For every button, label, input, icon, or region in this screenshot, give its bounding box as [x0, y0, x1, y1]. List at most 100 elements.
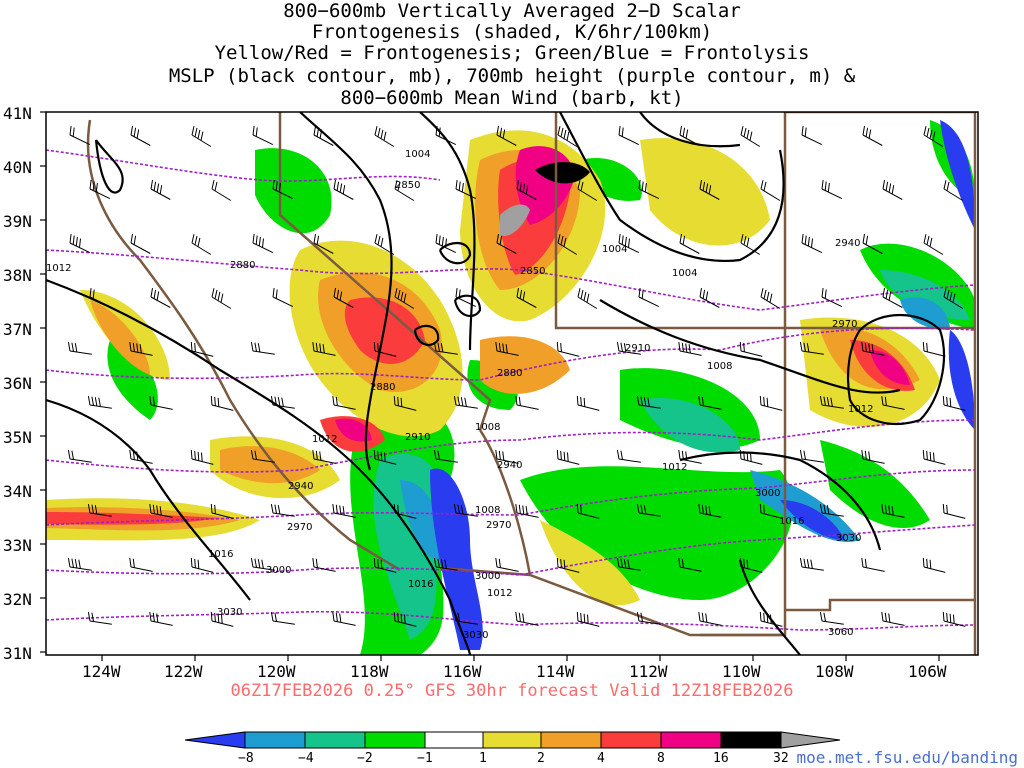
wind-barb: [332, 612, 356, 626]
wind-barb: [433, 342, 458, 355]
wind-barb: [393, 503, 417, 519]
wind-barb: [130, 126, 151, 146]
wind-barb: [394, 288, 415, 309]
wind-barb: [87, 612, 112, 625]
longitude-labels: 124W 122W 120W 118W 116W 114W 112W 110W …: [82, 662, 947, 681]
wind-barb: [455, 288, 477, 308]
wind-barb: [270, 396, 295, 409]
lon-label-106w: 106W: [908, 662, 947, 681]
wind-barb: [89, 288, 111, 308]
wind-barb: [942, 611, 966, 627]
wind-barb: [252, 126, 274, 146]
wind-barb: [373, 341, 397, 357]
height-label: 2940: [288, 481, 313, 492]
wind-barb: [679, 234, 700, 254]
wind-barb: [496, 126, 517, 146]
wind-barb: [312, 450, 336, 464]
wind-barb: [270, 504, 295, 517]
mslp-label: 1016: [779, 516, 804, 527]
wind-barb: [616, 450, 641, 463]
wind-barb: [333, 180, 354, 200]
wind-barb: [333, 288, 354, 308]
colorbar-segment: [660, 731, 722, 749]
colorbar-segment: [304, 731, 366, 749]
wind-barb: [862, 126, 883, 146]
wind-barb: [453, 396, 478, 409]
wind-barb: [923, 126, 944, 147]
colorbar-segment: [244, 731, 306, 749]
wind-barb: [881, 504, 905, 518]
wind-barb: [616, 342, 641, 355]
credit-link[interactable]: moe.met.fsu.edu/banding: [796, 748, 1018, 767]
colorbar: −8 −4 −2 −1 1 2 4 8 16 32: [184, 731, 841, 766]
wind-barb: [739, 557, 763, 573]
mslp-label: 1012: [312, 434, 337, 445]
lon-label-112w: 112W: [629, 662, 668, 681]
wind-barb: [455, 180, 477, 200]
wind-barb: [435, 126, 457, 146]
wind-barb: [678, 558, 702, 572]
height-label: 2910: [625, 343, 650, 354]
wind-barb: [799, 450, 824, 463]
wind-barb: [453, 612, 478, 625]
wind-barb: [922, 341, 946, 357]
wind-barb: [374, 234, 395, 255]
title-line-5: 800−600mb Mean Wind (barb, kt): [340, 87, 684, 109]
wind-barb: [312, 558, 336, 572]
lat-label-38n: 38N: [3, 266, 32, 285]
height-label: 2940: [835, 238, 860, 249]
wind-barb: [332, 504, 356, 518]
wind-barb: [556, 341, 580, 357]
wind-barb: [801, 234, 823, 254]
lat-label-31n: 31N: [3, 644, 32, 663]
wind-barb: [129, 450, 153, 464]
colorbar-segment: [482, 731, 542, 749]
colorbar-label: 32: [773, 751, 789, 766]
mslp-label: 1004: [405, 149, 430, 160]
wind-barb: [87, 504, 112, 517]
wind-barbs: [67, 126, 966, 627]
colorbar-label: −4: [298, 751, 314, 766]
wind-barb: [313, 234, 334, 254]
colorbar-label: −2: [357, 751, 373, 766]
colorbar-label: 4: [597, 751, 605, 766]
height-label: 2910: [405, 432, 430, 443]
wind-barb: [636, 612, 661, 625]
wind-barb: [861, 342, 885, 356]
wind-barb: [89, 180, 111, 200]
lat-label-36n: 36N: [3, 374, 32, 393]
lon-label-122w: 122W: [164, 662, 203, 681]
wind-barb: [556, 449, 580, 465]
mslp-label: 1008: [475, 422, 500, 433]
wind-barb: [495, 342, 519, 356]
lat-label-33n: 33N: [3, 536, 32, 555]
shading-layer: [46, 120, 975, 655]
wind-barb: [149, 612, 173, 626]
wind-barb: [453, 504, 478, 517]
wind-barb: [882, 288, 903, 308]
wind-barb: [943, 180, 964, 201]
wind-barb: [821, 288, 843, 308]
height-label: 2850: [395, 180, 420, 191]
wind-barb: [576, 395, 600, 411]
wind-barb: [250, 342, 275, 355]
height-label: 2880: [497, 368, 522, 379]
height-contours: [46, 149, 976, 631]
wind-barb: [576, 503, 600, 519]
mslp-label: 1004: [672, 268, 697, 279]
colorbar-segment: [364, 731, 426, 749]
wind-barb: [698, 396, 722, 410]
wind-barb: [861, 558, 885, 572]
wind-barb: [698, 612, 722, 626]
wind-barb: [515, 396, 539, 410]
wind-barb: [250, 450, 275, 463]
height-label: 2940: [497, 460, 522, 471]
mslp-label: 1012: [662, 462, 687, 473]
wind-barb: [313, 126, 334, 146]
wind-barb: [393, 611, 417, 627]
wind-barb: [739, 341, 763, 357]
wind-barb: [616, 558, 641, 571]
wind-barb: [129, 342, 153, 356]
wind-barb: [210, 503, 234, 519]
